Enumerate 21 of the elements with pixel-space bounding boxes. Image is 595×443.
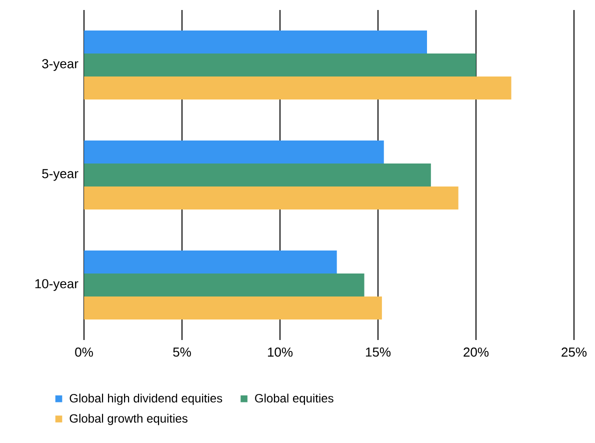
bar <box>84 163 431 186</box>
bar <box>84 76 512 100</box>
y-tick-label: 10-year <box>35 279 78 291</box>
x-tick-label: 5% <box>173 348 191 357</box>
bar <box>84 140 384 164</box>
bar <box>84 186 458 210</box>
x-tick-label: 20% <box>464 348 489 357</box>
bar <box>84 273 364 296</box>
x-tick-label: 25% <box>562 348 587 357</box>
legend-label: Global equities <box>255 394 334 405</box>
bar <box>84 53 476 76</box>
bar <box>84 250 337 274</box>
x-tick-label: 10% <box>268 348 293 357</box>
legend-label: Global high dividend equities <box>70 394 222 405</box>
bar <box>84 296 382 320</box>
y-tick-label: 3-year <box>42 59 78 71</box>
y-tick-label: 5-year <box>42 169 78 181</box>
x-tick-label: 15% <box>366 348 391 357</box>
legend-label: Global growth equities <box>70 414 188 426</box>
bar <box>84 30 427 54</box>
x-tick-label: 0% <box>75 348 93 357</box>
